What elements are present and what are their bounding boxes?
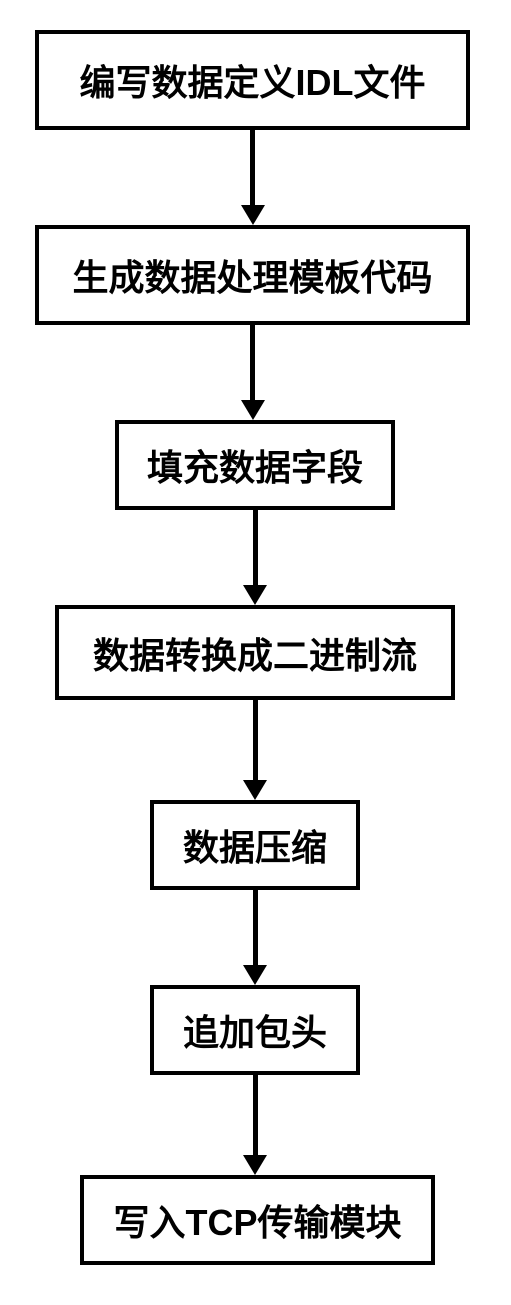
- flow-arrow-line: [253, 890, 258, 965]
- flow-arrow-line: [250, 130, 255, 205]
- flow-arrow-head: [243, 1155, 267, 1175]
- flow-arrow-line: [250, 325, 255, 400]
- flow-node: 数据压缩: [150, 800, 360, 890]
- flow-arrow-line: [253, 700, 258, 780]
- flow-node-label: 生成数据处理模板代码: [72, 249, 432, 301]
- flow-arrow-line: [253, 1075, 258, 1155]
- flow-arrow-head: [243, 585, 267, 605]
- flow-node-label: 追加包头: [183, 1004, 327, 1056]
- flow-node: 写入TCP传输模块: [80, 1175, 435, 1265]
- flow-node-label: 数据转换成二进制流: [93, 627, 417, 679]
- flow-arrow-line: [253, 510, 258, 585]
- flow-arrow-head: [243, 780, 267, 800]
- flow-node: 填充数据字段: [115, 420, 395, 510]
- flow-arrow-head: [243, 965, 267, 985]
- flowchart-container: 编写数据定义IDL文件生成数据处理模板代码填充数据字段数据转换成二进制流数据压缩…: [0, 0, 511, 1305]
- flow-node-label: 数据压缩: [183, 819, 327, 871]
- flow-arrow-head: [241, 205, 265, 225]
- flow-node: 编写数据定义IDL文件: [35, 30, 470, 130]
- flow-node: 生成数据处理模板代码: [35, 225, 470, 325]
- flow-node-label: 写入TCP传输模块: [113, 1194, 401, 1246]
- flow-node-label: 填充数据字段: [147, 439, 363, 491]
- flow-node: 追加包头: [150, 985, 360, 1075]
- flow-node: 数据转换成二进制流: [55, 605, 455, 700]
- flow-node-label: 编写数据定义IDL文件: [80, 54, 426, 106]
- flow-arrow-head: [241, 400, 265, 420]
